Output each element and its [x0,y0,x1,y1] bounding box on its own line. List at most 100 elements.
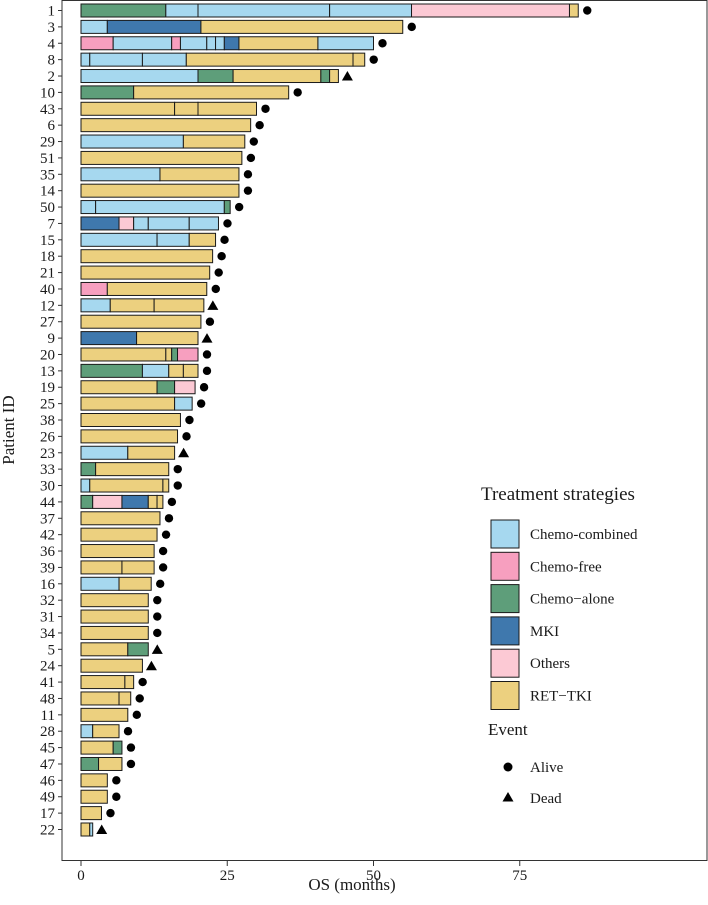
y-tick-label-34: 34 [40,626,56,642]
event-marker-alive-34 [153,628,162,638]
bar-segment-4-3-chemo-free [171,36,181,51]
bar-segment-50-3-chemo-alone [223,200,231,215]
legend-swatch-chemo-combined [490,519,520,549]
bar-segment-46-1-ret-tki [80,773,108,788]
y-tick-label-51: 51 [40,151,55,167]
event-marker-alive-28 [123,727,133,736]
legend-swatch-mki [490,616,520,646]
patient-row-46 [80,773,108,788]
event-marker-dead-23 [178,447,190,458]
event-marker-alive-36 [158,546,168,556]
bar-segment-20-1-ret-tki [80,347,167,362]
y-tick-label-11: 11 [41,708,55,724]
event-marker-alive-35 [243,170,253,179]
patient-row-41 [80,675,135,690]
patient-row-36 [80,544,155,559]
y-tick-label-13: 13 [40,364,55,380]
y-tick-label-48: 48 [40,691,55,707]
patient-row-39 [80,560,155,575]
y-tick-label-30: 30 [40,479,55,495]
y-tick-label-43: 43 [40,102,55,118]
bar-segment-20-4-chemo-free [177,347,199,362]
y-tick-label-36: 36 [40,544,56,560]
patient-row-18 [80,249,214,264]
event-marker-dead-22 [96,824,108,834]
patient-row-48 [80,691,132,706]
event-marker-alive-11 [132,710,141,720]
event-marker-alive-27 [205,317,215,326]
patient-row-27 [80,314,202,329]
patient-row-17 [80,806,102,821]
event-marker-alive-13 [202,366,212,376]
y-tick-label-40: 40 [40,282,55,298]
y-tick-label-8: 8 [48,53,56,69]
bar-segment-5-1-ret-tki [80,642,129,657]
bar-segment-2-3-ret-tki [232,69,322,84]
bar-segment-4-2-chemo-combined [112,36,173,51]
patient-row-42 [80,527,158,542]
event-marker-alive-40 [211,284,220,294]
legend-label-chemo-combined: Chemo-combined [530,527,638,543]
bar-segment-10-2-ret-tki [133,85,290,100]
bar-segment-1-6-ret-tki [568,3,579,18]
event-marker-alive-48 [135,694,144,703]
legend-alive-symbol [503,762,513,772]
bar-segment-43-1-ret-tki [80,101,176,116]
bar-segment-27-1-ret-tki [80,314,202,329]
bar-segment-6-1-ret-tki [80,118,252,133]
y-tick-label-46: 46 [40,773,56,789]
bar-segment-33-1-chemo-alone [80,462,97,477]
y-tick-label-3: 3 [48,20,56,36]
event-marker-alive-1 [583,6,592,15]
y-tick-label-4: 4 [48,36,56,52]
patient-row-29 [80,134,246,149]
bar-segment-44-5-ret-tki [156,494,164,509]
patient-row-49 [80,789,108,804]
patient-row-19 [80,380,196,395]
y-tick-label-7: 7 [48,216,56,232]
bar-segment-16-1-chemo-combined [80,576,120,591]
patient-row-3 [80,19,404,34]
event-marker-alive-31 [153,612,162,621]
event-marker-alive-41 [138,677,147,687]
bar-segment-13-3-ret-tki [168,363,184,378]
y-tick-label-50: 50 [40,200,55,216]
event-marker-alive-6 [255,120,264,130]
patient-row-22 [80,822,94,837]
bar-segment-7-3-chemo-combined [133,216,149,231]
bar-segment-42-1-ret-tki [80,527,158,542]
bar-segment-13-2-chemo-combined [141,363,170,378]
event-marker-alive-19 [199,383,209,392]
event-marker-dead-5 [151,644,163,654]
y-tick-label-9: 9 [48,331,56,347]
patient-row-47 [80,756,123,771]
bar-segment-49-1-ret-tki [80,789,108,804]
event-marker-alive-50 [234,202,244,212]
y-tick-label-41: 41 [40,675,55,691]
bar-segment-18-1-ret-tki [80,249,214,264]
bar-segment-12-2-ret-tki [109,298,155,313]
patient-row-26 [80,429,179,444]
bar-segment-15-3-ret-tki [188,232,217,247]
y-tick-label-20: 20 [40,347,55,363]
patient-row-43 [80,101,257,116]
event-marker-alive-7 [223,219,232,228]
y-axis-label: Patient ID [0,395,18,464]
bar-segment-3-2-mki [106,19,202,34]
patient-row-11 [80,707,129,722]
bar-segment-37-1-ret-tki [80,511,161,526]
bar-segment-45-2-chemo-alone [112,740,123,755]
bar-segment-30-3-ret-tki [162,478,170,493]
event-marker-alive-43 [261,104,270,113]
panel-border [61,0,708,861]
event-marker-alive-32 [153,595,162,605]
y-tick-label-14: 14 [40,184,56,200]
bar-segment-13-1-chemo-alone [80,363,143,378]
event-marker-alive-4 [378,39,387,48]
bar-segment-17-1-ret-tki [80,806,102,821]
patient-row-25 [80,396,193,411]
event-legend-items: Alive Dead [502,760,564,807]
y-tick-label-22: 22 [40,823,55,839]
y-tick-label-18: 18 [40,249,55,265]
bar-segment-3-3-ret-tki [200,19,404,34]
